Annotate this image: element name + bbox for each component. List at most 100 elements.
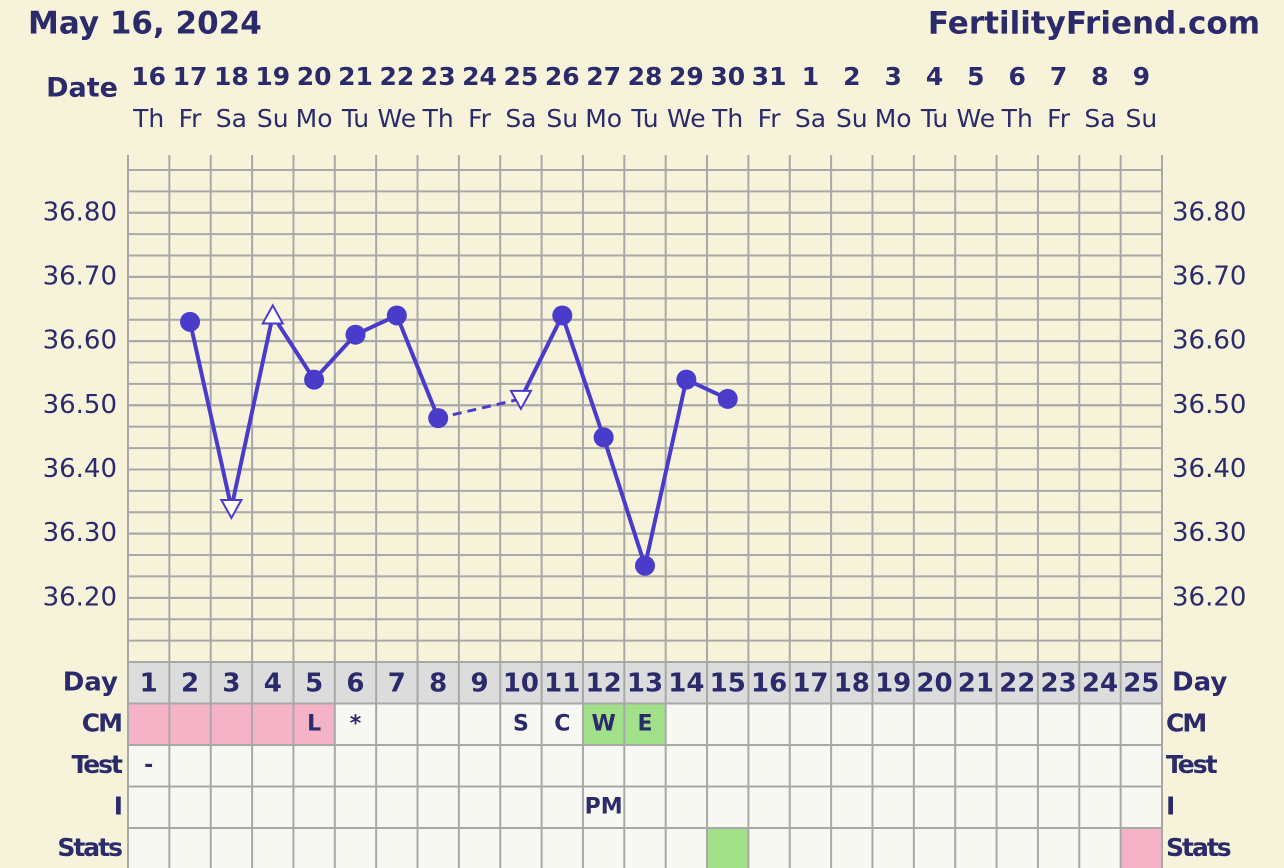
date-number: 21: [338, 62, 373, 91]
date-number: 6: [1009, 62, 1026, 91]
date-number: 24: [462, 62, 497, 91]
date-number: 23: [421, 62, 456, 91]
weekday: Fr: [1047, 104, 1071, 133]
row-label-right: CM: [1166, 708, 1205, 737]
cell-text: W: [591, 711, 615, 736]
cell-fill: [128, 703, 170, 745]
weekday: Tu: [341, 104, 369, 133]
temperature-point: [717, 388, 738, 409]
y-tick-label: 36.80: [43, 197, 117, 227]
cycle-day: 9: [471, 668, 489, 698]
cycle-day: 16: [751, 668, 787, 698]
cycle-day: 24: [1082, 668, 1118, 698]
cycle-day: 25: [1123, 668, 1159, 698]
temperature-point: [428, 408, 449, 429]
cell-text: S: [513, 711, 529, 736]
weekday: Mo: [296, 104, 333, 133]
cell-text: E: [637, 711, 652, 736]
row-label-right: Stats: [1166, 833, 1231, 862]
y-tick-label-right: 36.80: [1172, 197, 1246, 227]
row-label-right: I: [1166, 791, 1173, 820]
y-tick-label: 36.60: [43, 326, 117, 356]
cycle-day: 6: [346, 668, 364, 698]
date-number: 27: [586, 62, 621, 91]
date-number: 30: [710, 62, 745, 91]
temperature-point-open: [219, 498, 244, 521]
cycle-day: 14: [668, 668, 704, 698]
date-number: 25: [504, 62, 539, 91]
weekday: Fr: [468, 104, 492, 133]
cell-fill: [169, 703, 211, 745]
cycle-day: 20: [916, 668, 952, 698]
cycle-day: 11: [544, 668, 580, 698]
cycle-day: 4: [264, 668, 282, 698]
temperature-point: [345, 324, 366, 345]
weekday: Tu: [630, 104, 658, 133]
weekday: Th: [132, 104, 164, 133]
row-label: Test: [71, 750, 123, 779]
y-tick-label: 36.30: [43, 518, 117, 548]
cycle-day: 2: [181, 668, 199, 698]
row-label: CM: [82, 708, 121, 737]
weekday: Mo: [585, 104, 622, 133]
temperature-point: [304, 369, 325, 390]
cell-text: PM: [585, 794, 623, 819]
weekday: Sa: [505, 104, 536, 133]
weekday: Th: [422, 104, 454, 133]
weekday: Fr: [758, 104, 782, 133]
row-label: Stats: [57, 833, 122, 862]
y-tick-label-right: 36.40: [1172, 454, 1246, 484]
weekday: Mo: [875, 104, 912, 133]
y-tick-label-right: 36.70: [1172, 261, 1246, 291]
cycle-day: 8: [429, 668, 447, 698]
cell-fill: [252, 703, 294, 745]
cell-fill: [1120, 828, 1162, 868]
date-number: 29: [669, 62, 704, 91]
date-number: 17: [173, 62, 208, 91]
y-tick-label: 36.50: [43, 390, 117, 420]
y-tick-label: 36.20: [43, 582, 117, 612]
cycle-day: 5: [305, 668, 323, 698]
cycle-day: 1: [140, 668, 158, 698]
temperature-point: [180, 311, 201, 332]
cycle-day: 17: [792, 668, 828, 698]
row-label-right: Test: [1166, 750, 1218, 779]
cell-text: C: [554, 711, 570, 736]
weekday: Sa: [216, 104, 247, 133]
date-number: 8: [1091, 62, 1108, 91]
date-number: 19: [255, 62, 290, 91]
temperature-point: [386, 305, 407, 326]
temperature-point: [552, 305, 573, 326]
cycle-day: 21: [958, 668, 994, 698]
weekday: We: [957, 104, 996, 133]
cell-fill: [210, 703, 253, 745]
cycle-day: 22: [999, 668, 1035, 698]
site-name: FertilityFriend.com: [928, 6, 1260, 42]
weekday: Tu: [920, 104, 948, 133]
chart-title: May 16, 2024: [28, 6, 262, 42]
row-label-right: Day: [1172, 667, 1227, 697]
weekday: Su: [546, 104, 578, 133]
date-number: 5: [967, 62, 984, 91]
weekday: Su: [257, 104, 289, 133]
date-number: 28: [628, 62, 663, 91]
date-number: 3: [884, 62, 901, 91]
y-tick-label-right: 36.30: [1172, 518, 1246, 548]
y-tick-label: 36.40: [43, 454, 117, 484]
date-number: 2: [843, 62, 860, 91]
date-number: 18: [214, 62, 249, 91]
y-tick-label-right: 36.20: [1172, 582, 1246, 612]
cell-fill: [293, 703, 335, 745]
cycle-day: 7: [388, 668, 406, 698]
cell-fill: [582, 703, 625, 745]
temperature-point: [676, 369, 697, 390]
cell-text: *: [350, 711, 362, 736]
cycle-day: 10: [503, 668, 539, 698]
y-tick-label-right: 36.60: [1172, 326, 1246, 356]
temperature-point-open: [509, 389, 533, 411]
date-number: 26: [545, 62, 580, 91]
weekday: Su: [1125, 104, 1157, 133]
temperature-point-open: [261, 303, 285, 325]
